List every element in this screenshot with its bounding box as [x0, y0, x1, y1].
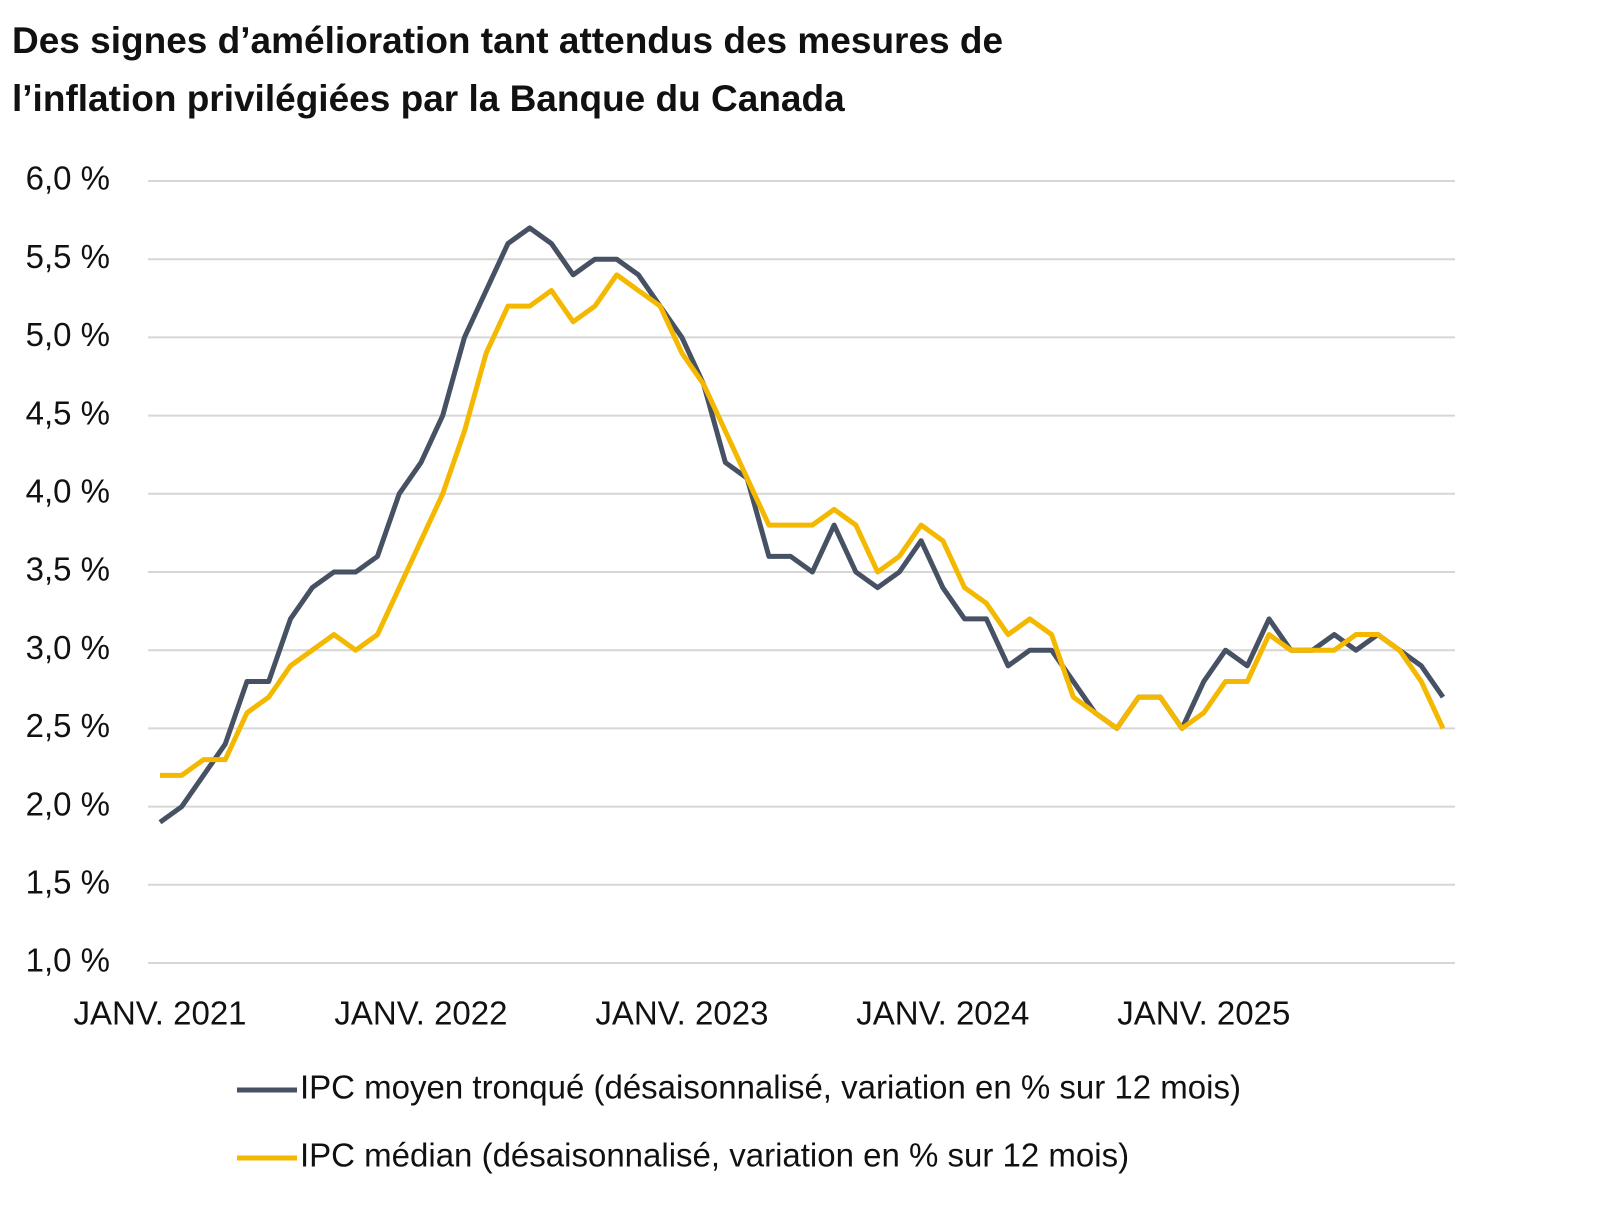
- chart-title: Des signes d’amélioration tant attendus …: [12, 20, 1004, 119]
- legend-label: IPC moyen tronqué (désaisonnalisé, varia…: [300, 1069, 1241, 1106]
- y-tick-label: 1,0 %: [26, 942, 110, 979]
- x-tick-label: JANV. 2025: [1117, 995, 1290, 1032]
- y-tick-label: 4,5 %: [26, 394, 110, 431]
- y-tick-label: 6,0 %: [26, 160, 110, 197]
- series-line: [160, 272, 1446, 778]
- x-tick-label: JANV. 2024: [856, 995, 1029, 1032]
- x-tick-label: JANV. 2023: [595, 995, 768, 1032]
- y-tick-label: 3,5 %: [26, 551, 110, 588]
- y-tick-label: 4,0 %: [26, 473, 110, 510]
- y-tick-label: 5,0 %: [26, 316, 110, 353]
- y-tick-label: 2,0 %: [26, 785, 110, 822]
- y-tick-label: 3,0 %: [26, 629, 110, 666]
- x-tick-label: JANV. 2022: [334, 995, 507, 1032]
- y-tick-label: 2,5 %: [26, 707, 110, 744]
- y-tick-label: 5,5 %: [26, 238, 110, 275]
- y-tick-label: 1,5 %: [26, 864, 110, 901]
- legend-label: IPC médian (désaisonnalisé, variation en…: [300, 1137, 1129, 1174]
- series-line: [158, 225, 1446, 825]
- x-tick-label: JANV. 2021: [73, 995, 246, 1032]
